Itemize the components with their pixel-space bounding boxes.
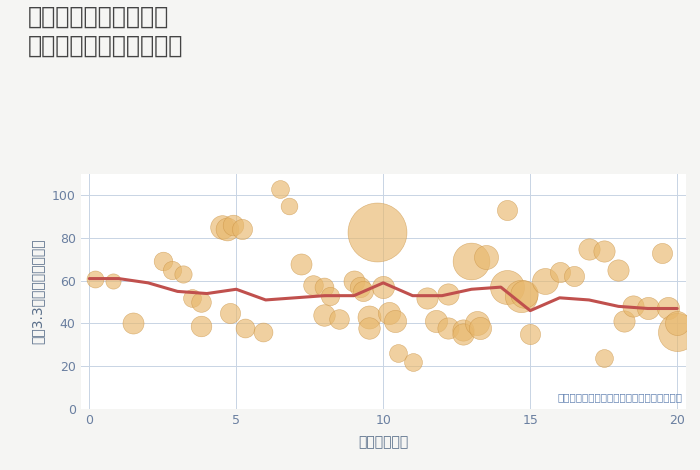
Point bbox=[524, 330, 536, 338]
Point bbox=[642, 305, 653, 312]
Point bbox=[107, 277, 118, 284]
Point bbox=[275, 185, 286, 193]
Point bbox=[466, 258, 477, 265]
Point bbox=[457, 326, 468, 334]
Point bbox=[158, 258, 169, 265]
Point bbox=[357, 288, 368, 295]
Point bbox=[671, 328, 682, 336]
Point bbox=[407, 358, 418, 366]
Point bbox=[442, 290, 454, 298]
Point bbox=[216, 224, 228, 231]
Y-axis label: 坪（3.3㎡）単価（万円）: 坪（3.3㎡）単価（万円） bbox=[31, 239, 45, 344]
Point bbox=[257, 328, 268, 336]
Point bbox=[237, 226, 248, 233]
Point bbox=[442, 324, 454, 331]
Point bbox=[90, 275, 101, 282]
Point bbox=[671, 320, 682, 327]
Point bbox=[554, 268, 565, 276]
Point bbox=[349, 277, 360, 284]
Text: 福岡県福津市若木台の
駅距離別中古戸建て価格: 福岡県福津市若木台の 駅距離別中古戸建て価格 bbox=[28, 5, 183, 57]
Point bbox=[472, 320, 483, 327]
Point bbox=[389, 318, 400, 325]
X-axis label: 駅距離（分）: 駅距離（分） bbox=[358, 435, 408, 449]
Point bbox=[475, 324, 486, 331]
Point bbox=[568, 273, 580, 280]
Point bbox=[598, 354, 609, 361]
Point bbox=[457, 330, 468, 338]
Point bbox=[384, 309, 395, 316]
Point bbox=[598, 247, 609, 255]
Point bbox=[187, 294, 198, 302]
Point bbox=[619, 318, 630, 325]
Point bbox=[516, 292, 527, 299]
Text: 円の大きさは、取引のあった物件面積を示す: 円の大きさは、取引のあった物件面積を示す bbox=[558, 392, 683, 402]
Point bbox=[421, 294, 433, 302]
Point bbox=[392, 350, 403, 357]
Point bbox=[334, 315, 345, 323]
Point bbox=[501, 283, 512, 291]
Point bbox=[377, 283, 388, 291]
Point bbox=[480, 253, 491, 261]
Point bbox=[663, 305, 674, 312]
Point bbox=[239, 324, 251, 331]
Point bbox=[178, 271, 189, 278]
Point bbox=[228, 221, 239, 229]
Point bbox=[612, 266, 624, 274]
Point bbox=[128, 320, 139, 327]
Point bbox=[430, 318, 442, 325]
Point bbox=[319, 283, 330, 291]
Point bbox=[354, 283, 365, 291]
Point bbox=[363, 324, 374, 331]
Point bbox=[284, 202, 295, 210]
Point bbox=[519, 290, 530, 298]
Point bbox=[195, 322, 206, 329]
Point bbox=[501, 206, 512, 214]
Point bbox=[325, 292, 336, 299]
Point bbox=[627, 303, 638, 310]
Point bbox=[363, 313, 374, 321]
Point bbox=[539, 277, 550, 284]
Point bbox=[583, 245, 594, 252]
Point bbox=[319, 311, 330, 319]
Point bbox=[295, 260, 307, 267]
Point bbox=[195, 298, 206, 306]
Point bbox=[657, 249, 668, 257]
Point bbox=[225, 309, 236, 316]
Point bbox=[307, 281, 318, 289]
Point bbox=[222, 226, 233, 233]
Point bbox=[166, 266, 177, 274]
Point bbox=[372, 228, 383, 235]
